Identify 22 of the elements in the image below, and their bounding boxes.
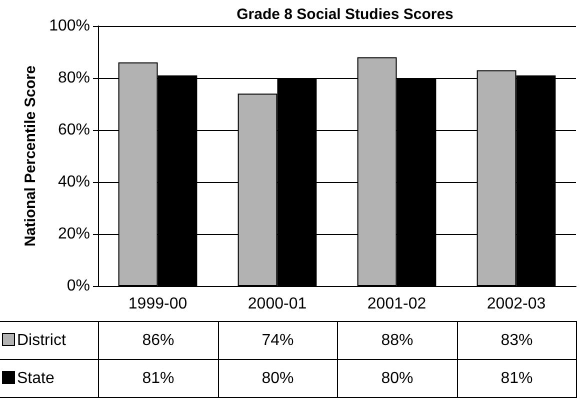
- y-tick-label: 100%: [49, 18, 90, 34]
- data-label: 83%: [457, 322, 576, 360]
- y-tick-label: 20%: [58, 226, 90, 242]
- data-label: 88%: [338, 322, 457, 360]
- data-label: 86%: [98, 322, 218, 360]
- y-axis-title: National Percentile Score: [22, 66, 40, 246]
- data-label: 74%: [218, 322, 338, 360]
- x-tick-label: 2002-03: [486, 296, 546, 312]
- data-label: 80%: [338, 360, 457, 398]
- legend-label: State: [0, 360, 98, 398]
- data-label: 80%: [218, 360, 338, 398]
- y-tick-label: 80%: [58, 70, 90, 86]
- chart-title: Grade 8 Social Studies Scores: [236, 6, 454, 23]
- y-tick-label: 60%: [58, 122, 90, 138]
- x-tick-label: 2000-01: [248, 296, 307, 312]
- legend-label: District: [0, 322, 98, 360]
- x-tick-label: 2001-02: [367, 296, 426, 312]
- y-tick-label: 0%: [66, 278, 90, 294]
- data-label: 81%: [457, 360, 576, 398]
- x-tick-label: 1999-00: [128, 296, 188, 312]
- data-label: 81%: [98, 360, 218, 398]
- y-tick-label: 40%: [58, 174, 90, 190]
